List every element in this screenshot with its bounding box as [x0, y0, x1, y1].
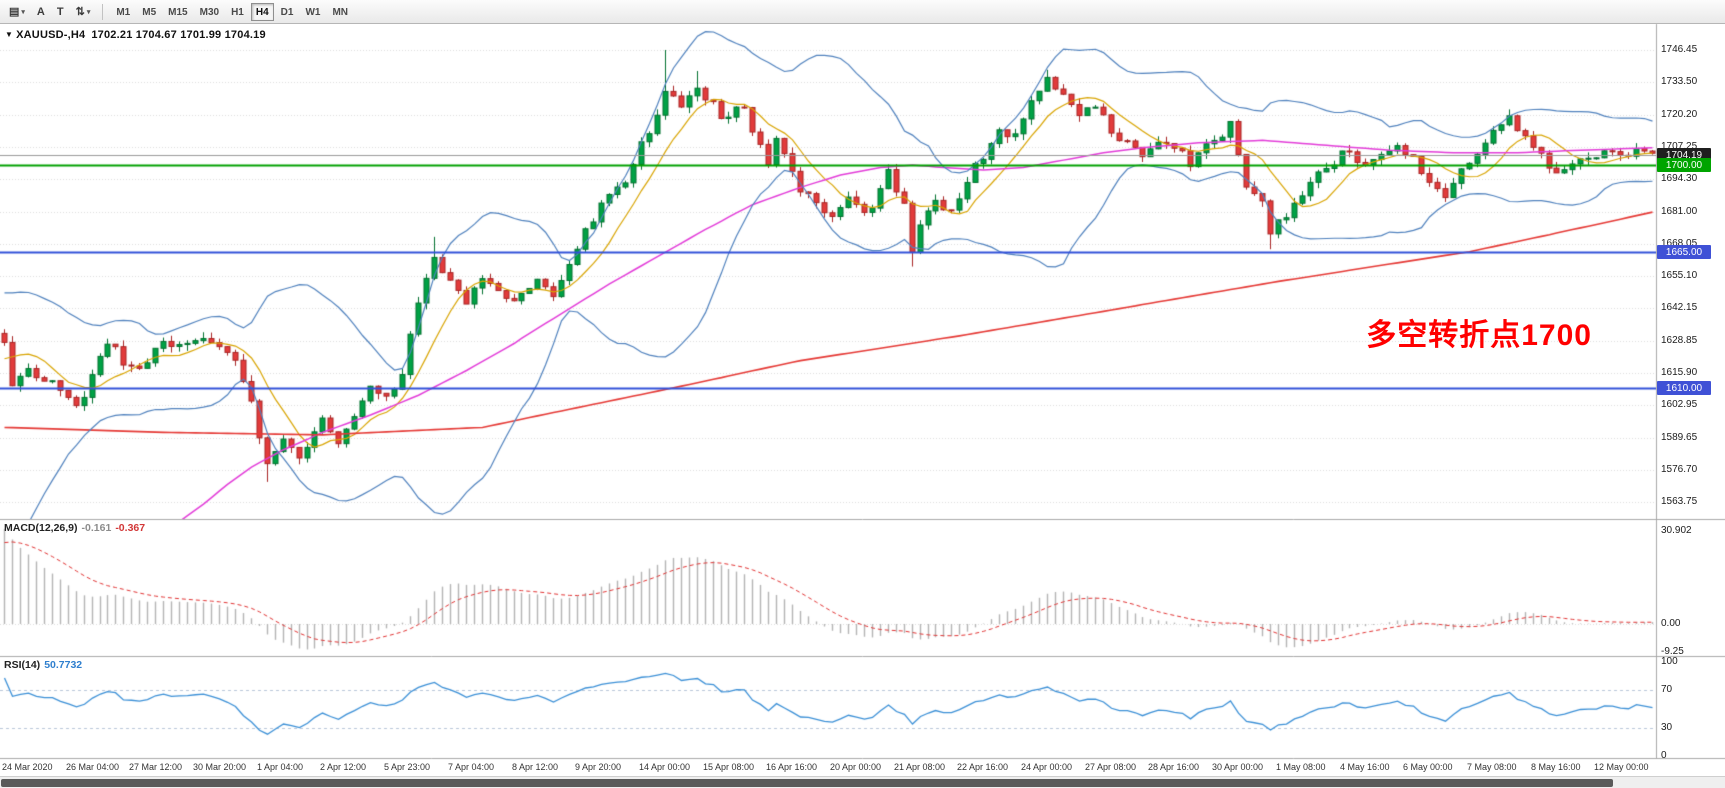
- price-axis-label: 1563.75: [1661, 496, 1698, 507]
- chevron-down-icon: ▾: [21, 8, 25, 16]
- timeframe-button-m5[interactable]: M5: [137, 3, 161, 21]
- macd-axis-label: 0.00: [1661, 618, 1681, 629]
- timeframe-group: M1 M5 M15 M30 H1 H4 D1 W1 MN: [110, 2, 354, 22]
- date-axis-label: 27 Apr 08:00: [1085, 762, 1137, 772]
- date-axis-label: 15 Apr 08:00: [703, 762, 755, 772]
- price-axis-label: 1694.30: [1661, 173, 1698, 184]
- macd-axis-label: 30.902: [1661, 525, 1692, 536]
- date-axis-label: 4 May 16:00: [1340, 762, 1390, 772]
- date-axis-label: 2 Apr 12:00: [320, 762, 367, 772]
- price-axis-label: 1707.25: [1661, 141, 1698, 152]
- macd-signal-value: -0.367: [115, 522, 146, 534]
- symbol-marker-icon: ▼: [5, 30, 14, 39]
- price-axis-label: 1655.10: [1661, 270, 1698, 281]
- price-badge: 1610.00: [1657, 381, 1711, 395]
- date-axis-label: 6 May 00:00: [1403, 762, 1453, 772]
- price-axis-label: 1589.65: [1661, 432, 1698, 443]
- price-badge: 1700.00: [1657, 158, 1711, 172]
- date-axis-label: 16 Apr 16:00: [766, 762, 818, 772]
- price-axis-label: 1642.15: [1661, 302, 1698, 313]
- timeframe-button-m15[interactable]: M15: [163, 3, 192, 21]
- macd-indicator-label: MACD(12,26,9) -0.161 -0.367: [4, 522, 145, 534]
- chart-grid-icon: ▤: [9, 6, 20, 18]
- toolbar-separator: [102, 3, 104, 20]
- macd-axis-label: -9.25: [1661, 646, 1684, 657]
- scrollbar-thumb[interactable]: [1, 779, 1613, 787]
- date-axis-label: 12 May 00:00: [1594, 762, 1649, 772]
- price-badge: 1665.00: [1657, 245, 1711, 259]
- symbols-dropdown-button[interactable]: ⇅ ▾: [71, 2, 96, 21]
- date-axis-label: 1 May 08:00: [1276, 762, 1326, 772]
- date-axis-label: 7 Apr 04:00: [448, 762, 495, 772]
- date-axis-label: 9 Apr 20:00: [575, 762, 622, 772]
- rsi-value: 50.7732: [44, 659, 83, 671]
- text-tool-button[interactable]: T: [52, 2, 69, 21]
- rsi-indicator-label: RSI(14) 50.7732: [4, 659, 82, 671]
- sort-arrows-icon: ⇅: [75, 6, 85, 18]
- price-axis-label: 1602.95: [1661, 399, 1698, 410]
- date-axis-label: 8 Apr 12:00: [512, 762, 559, 772]
- price-axis-label: 1720.20: [1661, 109, 1698, 120]
- price-axis-label: 1668.05: [1661, 238, 1698, 249]
- font-tool-button[interactable]: A: [32, 2, 50, 21]
- date-axis-label: 24 Mar 2020: [2, 762, 53, 772]
- date-axis-label: 1 Apr 04:00: [257, 762, 304, 772]
- price-axis-label: 1628.85: [1661, 335, 1698, 346]
- timeframe-button-w1[interactable]: W1: [300, 3, 325, 21]
- price-axis-label: 1681.00: [1661, 206, 1698, 217]
- date-axis-label: 27 Mar 12:00: [129, 762, 183, 772]
- symbol-timeframe-label: XAUUSD-,H4: [16, 29, 86, 41]
- date-axis-label: 7 May 08:00: [1467, 762, 1517, 772]
- chart-annotation: 多空转折点1700: [1366, 319, 1592, 352]
- toolbar: ▤ ▾ A T ⇅ ▾ M1 M5 M15 M30 H1 H4 D1 W1 MN: [0, 0, 1725, 24]
- price-axis-label: 1746.45: [1661, 44, 1698, 55]
- date-axis-label: 20 Apr 00:00: [830, 762, 882, 772]
- timeframe-button-mn[interactable]: MN: [327, 3, 353, 21]
- timeframe-button-h1[interactable]: H1: [226, 3, 249, 21]
- chart-type-menu-button[interactable]: ▤ ▾: [4, 2, 30, 21]
- macd-main-value: -0.161: [81, 522, 112, 534]
- date-axis-label: 8 May 16:00: [1531, 762, 1581, 772]
- timeframe-button-m1[interactable]: M1: [111, 3, 135, 21]
- date-axis-label: 26 Mar 04:00: [66, 762, 120, 772]
- timeframe-button-m30[interactable]: M30: [195, 3, 224, 21]
- price-axis-label: 1733.50: [1661, 76, 1698, 87]
- date-axis-label: 24 Apr 00:00: [1021, 762, 1073, 772]
- date-axis-label: 22 Apr 16:00: [957, 762, 1009, 772]
- timeframe-button-d1[interactable]: D1: [276, 3, 299, 21]
- date-axis-label: 28 Apr 16:00: [1148, 762, 1200, 772]
- date-axis-label: 5 Apr 23:00: [384, 762, 431, 772]
- rsi-axis-label: 100: [1661, 656, 1678, 667]
- ohlc-values: 1702.21 1704.67 1701.99 1704.19: [91, 29, 266, 41]
- chart-title: ▼ XAUUSD-,H4 1702.21 1704.67 1701.99 1704.…: [5, 29, 266, 41]
- price-axis-label: 1615.90: [1661, 367, 1698, 378]
- rsi-name: RSI(14): [4, 659, 41, 671]
- date-axis-label: 21 Apr 08:00: [894, 762, 946, 772]
- rsi-axis-label: 70: [1661, 684, 1673, 695]
- date-axis-label: 14 Apr 00:00: [639, 762, 691, 772]
- date-axis-label: 30 Mar 20:00: [193, 762, 247, 772]
- price-axis-label: 1576.70: [1661, 464, 1698, 475]
- rsi-axis-label: 30: [1661, 722, 1673, 733]
- horizontal-scrollbar: [0, 776, 1725, 788]
- chevron-down-icon: ▾: [86, 8, 91, 16]
- date-axis-label: 30 Apr 00:00: [1212, 762, 1264, 772]
- macd-name: MACD(12,26,9): [4, 522, 78, 534]
- rsi-axis-label: 0: [1661, 750, 1667, 761]
- timeframe-button-h4[interactable]: H4: [250, 3, 274, 22]
